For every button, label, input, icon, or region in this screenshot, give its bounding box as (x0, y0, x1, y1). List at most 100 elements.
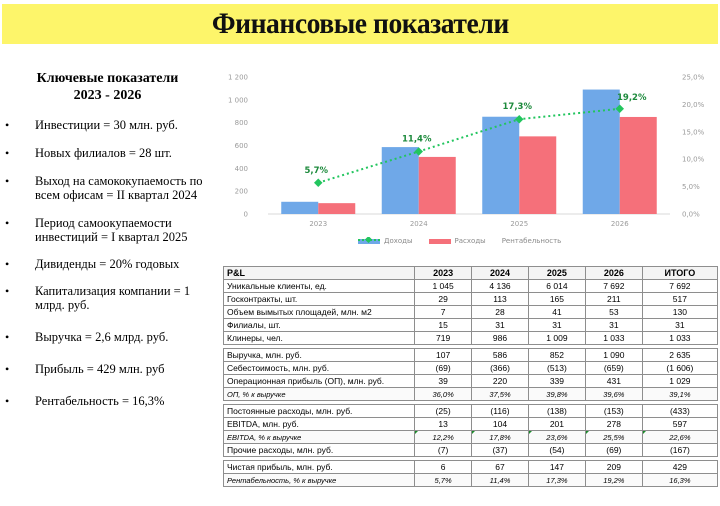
profitability-marker-icon (414, 147, 423, 156)
cell-value: 209 (584, 460, 643, 474)
profitability-label: 5,7% (304, 166, 328, 176)
cell-value: 12,2% (414, 430, 473, 444)
row-label: Операционная прибыль (ОП), млн. руб. (222, 374, 416, 388)
title-banner: Финансовые показатели (2, 4, 718, 44)
cell-value: 22,6% (641, 430, 719, 444)
cell-value: 278 (584, 417, 643, 431)
list-item: • Выход на самококупаемость по всем офиса… (0, 174, 215, 202)
cell-value: 130 (641, 305, 719, 319)
table-row: Операционная прибыль (ОП), млн. руб. 39 22… (222, 374, 719, 388)
bullet-icon: • (5, 174, 10, 188)
key-indicators-panel: Ключевые показатели 2023 - 2026 • Инвести… (0, 70, 215, 408)
table-row: Прочие расходы, млн. руб. (7) (37) (54) (69)… (222, 443, 719, 457)
cell-value: 107 (414, 348, 473, 362)
expenses-bar (318, 203, 356, 214)
row-label: Чистая прибыль, млн. руб. (222, 460, 416, 474)
x-tick: 2026 (611, 220, 629, 228)
cell-value: 6 014 (527, 279, 586, 293)
legend-expenses: Расходы (428, 237, 486, 245)
y-left-tick: 1 000 (228, 96, 248, 104)
cell-value: 13 (414, 417, 473, 431)
profitability-marker-icon (314, 178, 323, 188)
cell-value: 2 635 (641, 348, 719, 362)
net-profit-block-table: Чистая прибыль, млн. руб. 6 67 147 209 429 Рен… (222, 460, 719, 487)
list-item: • Новых филиалов = 28 шт. (0, 146, 215, 160)
cell-value: (513) (527, 361, 586, 375)
cell-value: (116) (471, 404, 529, 418)
cell-value: 211 (584, 292, 643, 306)
y-left-tick: 400 (235, 165, 248, 173)
x-tick: 2025 (510, 220, 528, 228)
ebitda-block-table: Постоянные расходы, млн. руб. (25) (116) (1… (222, 404, 719, 457)
cell-value: 19,2% (584, 473, 643, 487)
list-item: • Капитализация компании = 1 млрд. руб. (0, 284, 215, 312)
cell-value: 39,8% (527, 387, 586, 401)
cell-value: 4 136 (471, 279, 529, 293)
net-profit-block: Чистая прибыль, млн. руб. 6 67 147 209 429 Рен… (222, 460, 719, 487)
list-item: • Прибыль = 429 млн. руб (0, 362, 215, 376)
list-item-text: Период самоокупаемости инвестиций = I кв… (35, 216, 188, 244)
cell-value: 1 009 (527, 331, 586, 345)
operational-block: Уникальные клиенты, ед. 1 045 4 136 6 014 7 … (222, 279, 719, 345)
cell-value: (138) (527, 404, 586, 418)
x-tick: 2023 (309, 220, 327, 228)
bullet-icon: • (5, 118, 10, 132)
list-item-text: Прибыль = 429 млн. руб (35, 362, 165, 376)
cell-value: 39,1% (641, 387, 719, 401)
y-left-tick: 800 (235, 119, 248, 127)
cell-value: 67 (471, 460, 529, 474)
cell-value: 586 (471, 348, 529, 362)
y-left-tick: 200 (235, 188, 248, 196)
row-label: Объем вымытых площадей, млн. м2 (222, 305, 416, 319)
header-2023: 2023 (414, 266, 473, 280)
profitability-label: 11,4% (402, 135, 432, 145)
table-row: Себестоимость, млн. руб. (69) (366) (513) (6… (222, 361, 719, 375)
financial-chart: 1 200 1 000 800 600 400 200 0 25,0% 20,0% 15,0% 10… (220, 64, 720, 254)
cell-value: 339 (527, 374, 586, 388)
cell-value: 41 (527, 305, 586, 319)
table-row: Уникальные клиенты, ед. 1 045 4 136 6 014 7 … (222, 279, 719, 293)
row-label: Выручка, млн. руб. (222, 348, 416, 362)
cell-value: 1 045 (414, 279, 473, 293)
y-left-tick: 0 (244, 211, 248, 219)
list-item-text: Капитализация компании = 1 млрд. руб. (35, 284, 191, 312)
list-item-text: Выручка = 2,6 млрд. руб. (35, 330, 169, 344)
cell-value: (1 606) (641, 361, 719, 375)
table-row: Выручка, млн. руб. 107 586 852 1 090 2 635 (222, 348, 719, 362)
cell-value: 31 (584, 318, 643, 332)
cell-value: 986 (471, 331, 529, 345)
row-label: Прочие расходы, млн. руб. (222, 443, 416, 457)
cell-value: (54) (527, 443, 586, 457)
cell-value: 1 090 (584, 348, 643, 362)
legend-profitability: Рентабельность (358, 237, 561, 245)
bullet-icon: • (5, 362, 10, 376)
cell-value: 220 (471, 374, 529, 388)
list-item-text: Новых филиалов = 28 шт. (35, 146, 172, 160)
expenses-swatch-icon (428, 238, 451, 244)
cell-value: 429 (641, 460, 719, 474)
row-label: Постоянные расходы, млн. руб. (222, 404, 416, 418)
cell-value: 165 (527, 292, 586, 306)
legend-expenses-label: Расходы (454, 237, 486, 245)
cell-value: 7 (414, 305, 473, 319)
cell-value: 31 (527, 318, 586, 332)
income-bar (482, 116, 520, 214)
header-total: ИТОГО (641, 266, 719, 280)
row-label: Уникальные клиенты, ед. (222, 279, 416, 293)
cell-value: (69) (414, 361, 473, 375)
cell-value: (7) (414, 443, 473, 457)
list-item: • Рентабельность = 16,3% (0, 394, 215, 408)
cell-value: 113 (471, 292, 529, 306)
cell-value: 852 (527, 348, 586, 362)
cell-value: 25,5% (584, 430, 643, 444)
table-row: Клинеры, чел. 719 986 1 009 1 033 1 033 (222, 331, 719, 345)
cell-value: (433) (641, 404, 719, 418)
table-row: Чистая прибыль, млн. руб. 6 67 147 209 429 (222, 460, 719, 474)
profitability-label: 17,3% (503, 102, 533, 112)
header-2026: 2026 (584, 266, 643, 280)
cell-value: 11,4% (471, 473, 529, 487)
row-label: Рентабельность, % к выручке (222, 473, 416, 487)
row-label: EBITDA, % к выручке (222, 430, 416, 444)
chart-plot: 1 200 1 000 800 600 400 200 0 25,0% 20,0% 15,0% 10… (228, 74, 705, 229)
list-item-text: Дивиденды = 20% годовых (35, 257, 180, 271)
